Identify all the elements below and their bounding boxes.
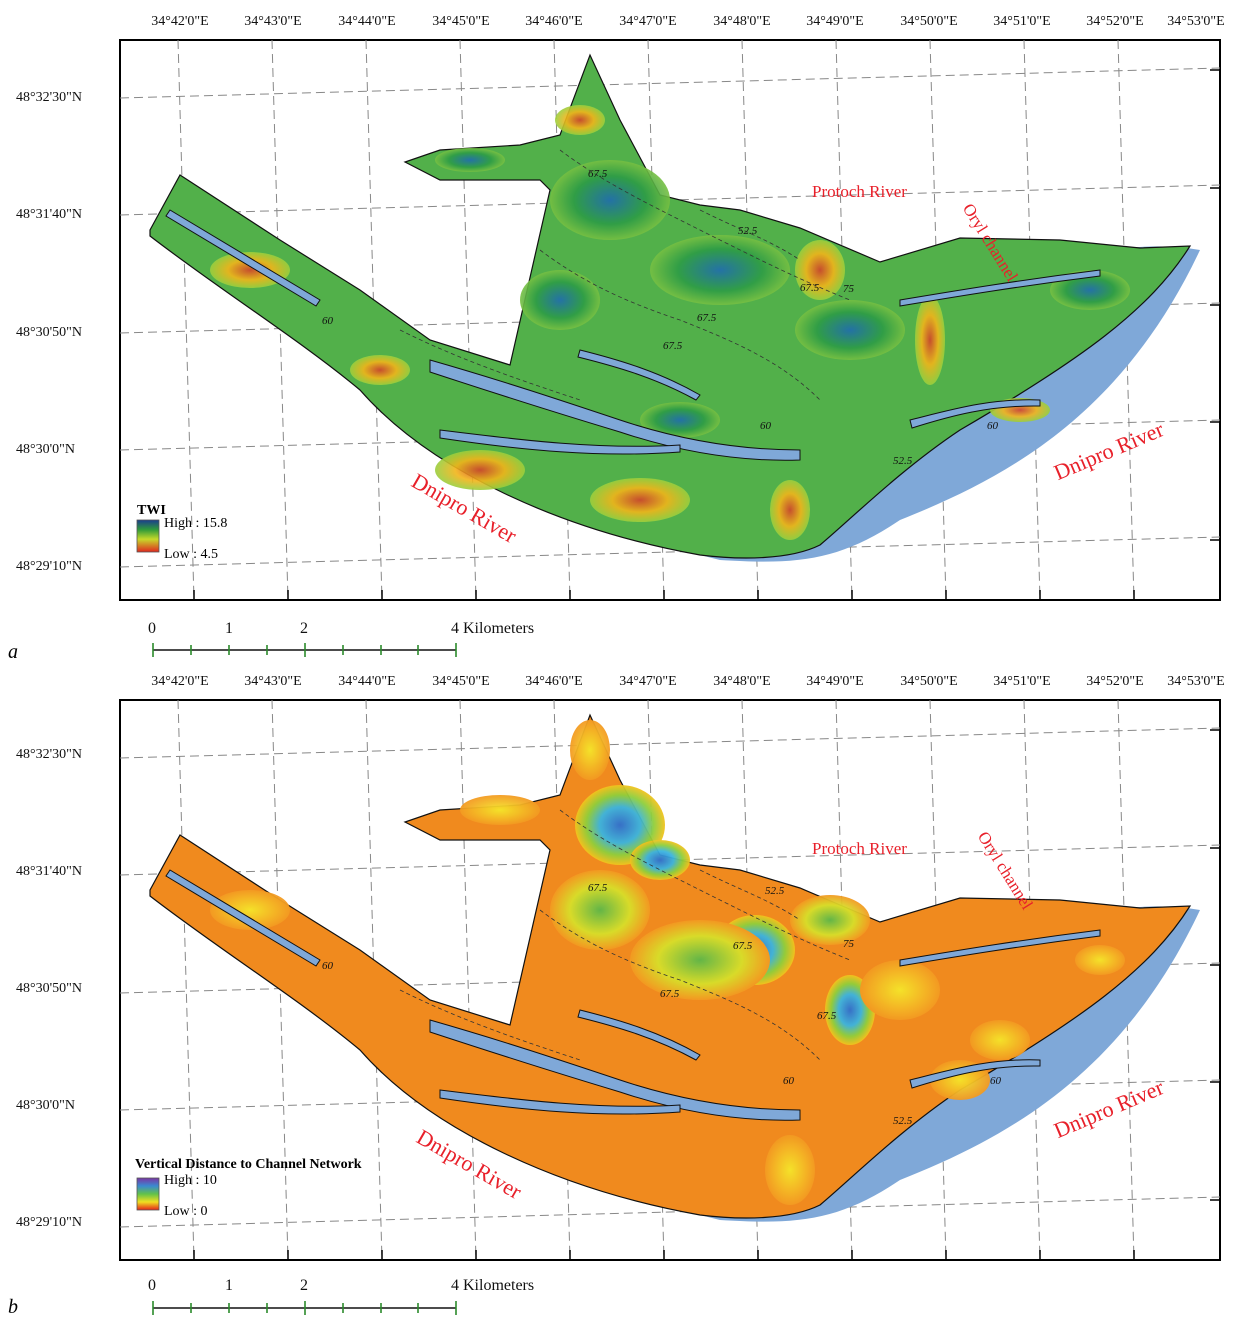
contour-label: 75	[843, 283, 854, 295]
scale-label: 4 Kilometers	[451, 1277, 535, 1294]
lat-label: 48°29'10"N	[16, 1215, 82, 1230]
lat-label: 48°30'0"N	[16, 442, 75, 457]
legend-high-label: High : 10	[164, 1173, 217, 1188]
lon-label: 34°43'0"E	[244, 14, 302, 29]
scale-bar	[152, 643, 457, 657]
contour-label: 67.5	[817, 1010, 837, 1022]
twi-map-svg	[119, 39, 1221, 657]
contour-label: 52.5	[738, 225, 758, 237]
contour-label: 52.5	[893, 1115, 913, 1127]
contour-label: 67.5	[588, 168, 608, 180]
lat-label: 48°30'50"N	[16, 325, 82, 340]
scale-label: 4 Kilometers	[451, 620, 535, 637]
contour-lines	[399, 809, 851, 1061]
scale-label: 2	[300, 1277, 308, 1294]
frame-ticks	[193, 729, 1220, 1260]
lon-label: 34°49'0"E	[806, 14, 864, 29]
legend-low-label: Low : 4.5	[164, 547, 219, 562]
legend-title: Vertical Distance to Channel Network	[135, 1157, 362, 1172]
lon-label: 34°48'0"E	[713, 14, 771, 29]
lon-label: 34°47'0"E	[619, 14, 677, 29]
protoch-river-label: Protoch River	[812, 182, 907, 201]
twi-legend-ramp	[136, 519, 160, 553]
lon-label: 34°50'0"E	[900, 14, 958, 29]
lat-label: 48°30'0"N	[16, 1098, 75, 1113]
vdcn-legend-ramp	[136, 1177, 160, 1211]
lat-label: 48°32'30"N	[16, 747, 82, 762]
contour-label: 75	[843, 938, 854, 950]
lat-label: 48°30'50"N	[16, 981, 82, 996]
contour-label: 67.5	[660, 988, 680, 1000]
lon-label: 34°48'0"E	[713, 674, 771, 689]
dnipro-water	[150, 896, 1200, 1222]
lon-label: 34°53'0"E	[1167, 674, 1225, 689]
lon-label: 34°52'0"E	[1086, 674, 1144, 689]
legend-low-label: Low : 0	[164, 1204, 208, 1219]
twi-land	[149, 53, 1192, 559]
dnipro-water	[150, 236, 1200, 562]
contour-label: 67.5	[588, 882, 608, 894]
lon-label: 34°46'0"E	[525, 14, 583, 29]
lon-label: 34°51'0"E	[993, 14, 1051, 29]
lon-label: 34°50'0"E	[900, 674, 958, 689]
channels	[165, 869, 1101, 1121]
scale-bar	[152, 1301, 457, 1315]
lon-label: 34°45'0"E	[432, 14, 490, 29]
lon-label: 34°49'0"E	[806, 674, 864, 689]
protoch-river-label: Protoch River	[812, 839, 907, 858]
contour-label: 52.5	[765, 885, 785, 897]
contour-label: 52.5	[893, 455, 913, 467]
lon-label: 34°44'0"E	[338, 14, 396, 29]
lat-label: 48°32'30"N	[16, 90, 82, 105]
vdcn-map-svg	[119, 699, 1221, 1315]
lat-label: 48°31'40"N	[16, 207, 82, 222]
contour-label: 60	[322, 315, 333, 327]
contour-label: 67.5	[663, 340, 683, 352]
lon-label: 34°43'0"E	[244, 674, 302, 689]
lon-label: 34°45'0"E	[432, 674, 490, 689]
lon-label: 34°52'0"E	[1086, 14, 1144, 29]
vdcn-map-panel: 34°42'0"E 34°43'0"E 34°44'0"E 34°45'0"E …	[0, 660, 1247, 1319]
lon-label: 34°51'0"E	[993, 674, 1051, 689]
lon-label: 34°53'0"E	[1167, 14, 1225, 29]
contour-label: 60	[783, 1075, 794, 1087]
contour-lines	[399, 149, 851, 401]
contour-label: 60	[760, 420, 771, 432]
scale-label: 0	[148, 1277, 156, 1294]
legend-title: TWI	[137, 503, 166, 518]
contour-label: 67.5	[733, 940, 753, 952]
scale-label: 1	[225, 1277, 233, 1294]
lon-label: 34°42'0"E	[151, 14, 209, 29]
panel-letter: a	[8, 641, 18, 663]
contour-label: 60	[987, 420, 998, 432]
legend-high-label: High : 15.8	[164, 516, 228, 531]
contour-label: 67.5	[800, 282, 820, 294]
frame-ticks	[193, 69, 1220, 600]
lon-label: 34°46'0"E	[525, 674, 583, 689]
panel-letter: b	[8, 1296, 18, 1318]
channels	[165, 209, 1101, 461]
scale-label: 0	[148, 620, 156, 637]
scale-label: 1	[225, 620, 233, 637]
scale-label: 2	[300, 620, 308, 637]
contour-label: 60	[322, 960, 333, 972]
lat-label: 48°31'40"N	[16, 864, 82, 879]
lon-label: 34°47'0"E	[619, 674, 677, 689]
twi-map-panel: 34°42'0"E 34°43'0"E 34°44'0"E 34°45'0"E …	[8, 14, 1225, 663]
contour-label: 67.5	[697, 312, 717, 324]
lon-label: 34°44'0"E	[338, 674, 396, 689]
lat-label: 48°29'10"N	[16, 559, 82, 574]
lon-label: 34°42'0"E	[151, 674, 209, 689]
contour-label: 60	[990, 1075, 1001, 1087]
